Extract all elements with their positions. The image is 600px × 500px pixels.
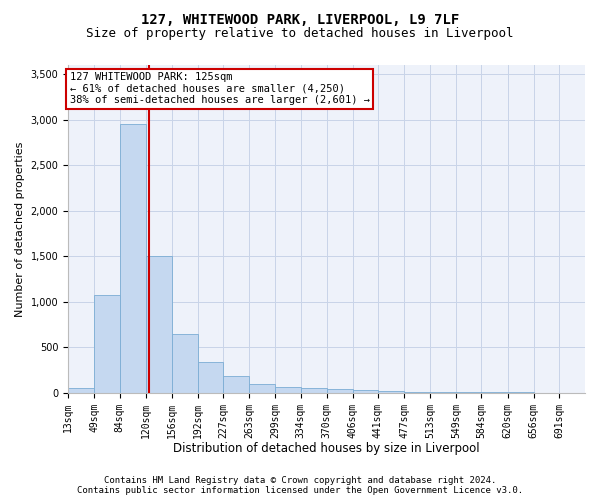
Text: 127, WHITEWOOD PARK, LIVERPOOL, L9 7LF: 127, WHITEWOOD PARK, LIVERPOOL, L9 7LF [141, 12, 459, 26]
Bar [301, 388, 326, 393]
Bar [198, 362, 223, 393]
Text: Size of property relative to detached houses in Liverpool: Size of property relative to detached ho… [86, 28, 514, 40]
Bar [353, 390, 378, 393]
Text: Contains public sector information licensed under the Open Government Licence v3: Contains public sector information licen… [77, 486, 523, 495]
Y-axis label: Number of detached properties: Number of detached properties [15, 141, 25, 316]
Bar [119, 124, 146, 393]
Text: Contains HM Land Registry data © Crown copyright and database right 2024.: Contains HM Land Registry data © Crown c… [104, 476, 496, 485]
Bar [378, 391, 404, 393]
Bar [430, 392, 456, 393]
Bar [223, 376, 249, 393]
Bar [326, 389, 353, 393]
Bar [172, 334, 198, 393]
Text: 127 WHITEWOOD PARK: 125sqm
← 61% of detached houses are smaller (4,250)
38% of s: 127 WHITEWOOD PARK: 125sqm ← 61% of deta… [70, 72, 370, 106]
Bar [275, 388, 301, 393]
Bar [146, 256, 172, 393]
Bar [249, 384, 275, 393]
Bar [68, 388, 94, 393]
Bar [404, 392, 430, 393]
Bar [94, 294, 119, 393]
X-axis label: Distribution of detached houses by size in Liverpool: Distribution of detached houses by size … [173, 442, 480, 455]
